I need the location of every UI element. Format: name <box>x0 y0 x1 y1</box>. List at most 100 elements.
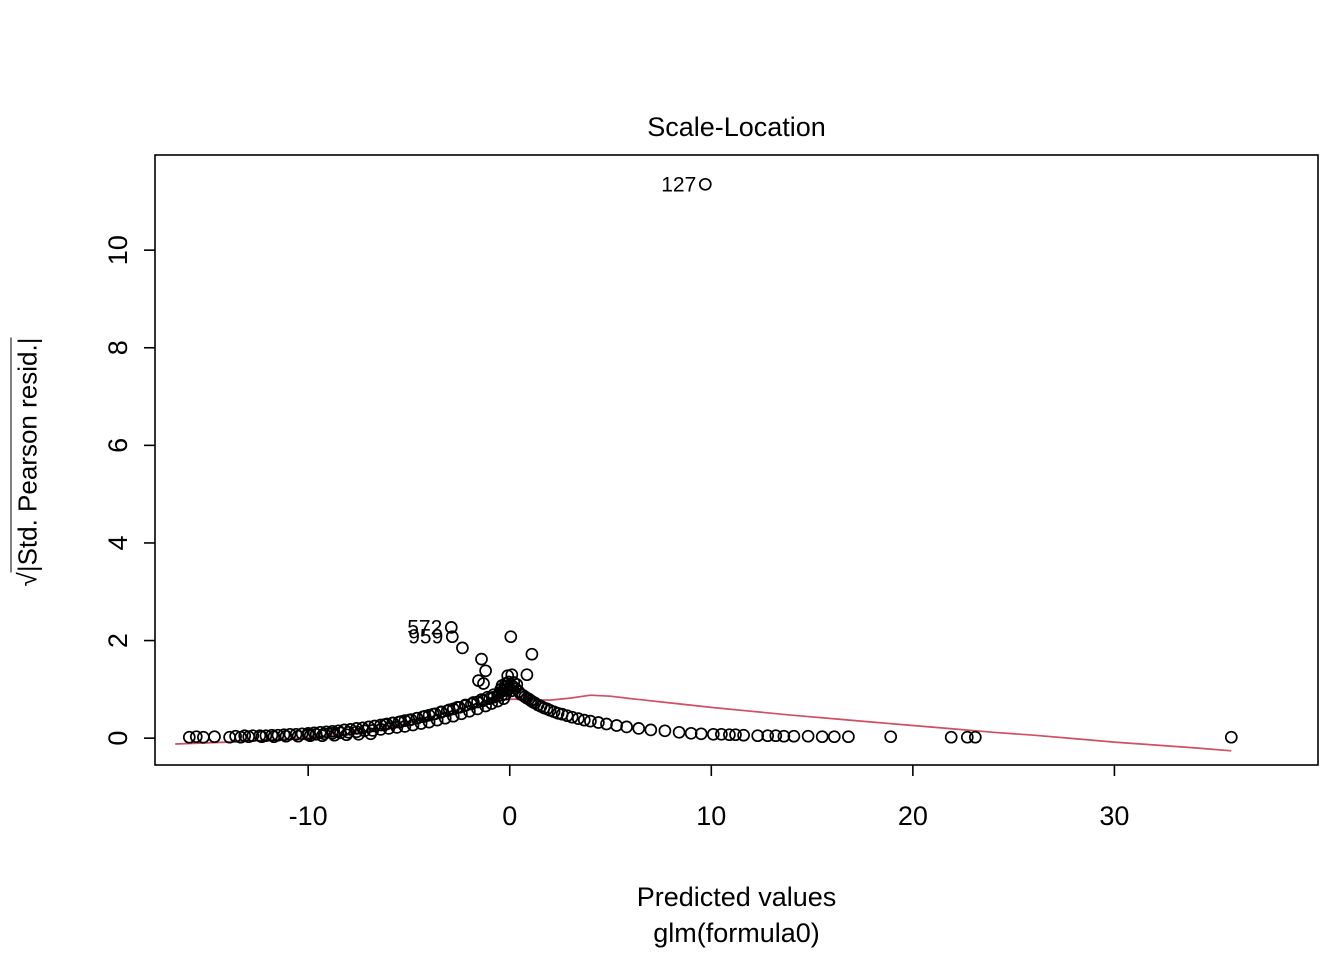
data-point <box>479 699 492 713</box>
data-point <box>467 696 480 709</box>
y-tick-label: 10 <box>103 235 133 265</box>
data-point <box>410 711 424 725</box>
point-label: 959 <box>408 626 443 649</box>
y-axis-label-text: |Std. Pearson resid.| <box>10 337 43 573</box>
data-point <box>434 705 448 719</box>
data-point <box>658 724 672 738</box>
x-tick-label: -10 <box>289 801 328 831</box>
data-point <box>334 726 347 740</box>
data-point <box>769 729 783 743</box>
data-point <box>328 728 341 742</box>
data-point <box>456 641 469 655</box>
data-point <box>571 712 585 725</box>
data-point <box>644 723 658 737</box>
data-point <box>600 717 613 731</box>
y-tick-label: 8 <box>103 340 133 355</box>
data-point <box>479 664 492 678</box>
data-point <box>501 669 515 683</box>
data-point <box>450 701 464 714</box>
data-point <box>884 730 898 744</box>
data-point <box>255 730 269 744</box>
y-tick-label: 4 <box>103 535 133 550</box>
data-point <box>960 730 974 744</box>
data-point <box>761 729 775 743</box>
y-axis-label: √|Std. Pearson resid.| <box>10 337 44 587</box>
data-point <box>315 729 329 743</box>
smooth-line <box>175 694 1232 752</box>
data-point <box>801 729 815 743</box>
data-point <box>944 730 958 744</box>
data-point <box>525 647 539 661</box>
data-point <box>632 722 646 735</box>
data-point <box>402 713 416 727</box>
point-label: 127 <box>661 173 696 196</box>
data-point <box>715 727 728 741</box>
sqrt-symbol: √ <box>12 572 43 587</box>
data-point <box>827 730 841 744</box>
data-point <box>291 729 305 743</box>
data-point <box>303 729 317 743</box>
data-point <box>267 730 281 744</box>
data-point <box>418 709 432 723</box>
data-point <box>815 730 829 744</box>
data-point <box>684 726 698 740</box>
data-point <box>477 677 490 690</box>
data-point <box>504 630 518 644</box>
data-point <box>394 715 408 728</box>
data-point <box>182 730 196 744</box>
data-point <box>968 730 982 744</box>
data-point <box>189 730 203 744</box>
data-point <box>352 727 365 741</box>
y-tick-label: 0 <box>103 731 133 746</box>
data-point <box>751 729 765 743</box>
data-point <box>378 718 392 731</box>
data-point <box>584 714 597 728</box>
plot-frame <box>154 154 1319 766</box>
x-tick-label: 10 <box>696 801 726 831</box>
data-point <box>229 729 242 743</box>
data-point <box>309 727 323 741</box>
data-point <box>520 668 534 682</box>
data-point <box>672 725 686 739</box>
point-label: 572 <box>407 616 442 639</box>
data-point <box>620 720 633 734</box>
labeled-data-point <box>698 177 712 191</box>
data-point <box>502 675 516 689</box>
plot-title: Scale-Location <box>647 112 826 142</box>
data-point <box>475 652 488 666</box>
x-tick-label: 0 <box>502 801 517 831</box>
data-point <box>787 729 801 743</box>
x-tick-label: 30 <box>1099 801 1129 831</box>
data-point <box>729 728 742 742</box>
data-point <box>364 727 378 741</box>
labeled-data-point <box>444 621 458 634</box>
data-point <box>279 729 293 743</box>
data-point <box>459 698 472 712</box>
data-point <box>577 713 591 727</box>
data-point <box>1224 730 1238 744</box>
data-point <box>592 716 605 729</box>
data-point <box>777 729 791 743</box>
data-point <box>694 727 708 741</box>
data-point <box>481 690 494 704</box>
x-tick-label: 20 <box>898 801 928 831</box>
data-point <box>842 730 855 744</box>
data-point <box>706 727 720 741</box>
data-point <box>426 707 440 721</box>
y-tick-label: 2 <box>103 633 133 648</box>
labeled-data-point <box>445 630 459 644</box>
data-point <box>723 728 736 742</box>
data-point <box>565 710 579 724</box>
model-sublabel: glm(formula0) <box>653 918 820 948</box>
data-point <box>737 728 750 742</box>
data-point <box>386 716 400 730</box>
data-point <box>475 693 488 706</box>
data-point <box>362 720 376 734</box>
data-point <box>340 728 353 742</box>
data-point <box>208 730 221 744</box>
x-axis-label: Predicted values <box>636 882 837 912</box>
data-point <box>197 730 210 744</box>
data-point <box>246 729 260 743</box>
